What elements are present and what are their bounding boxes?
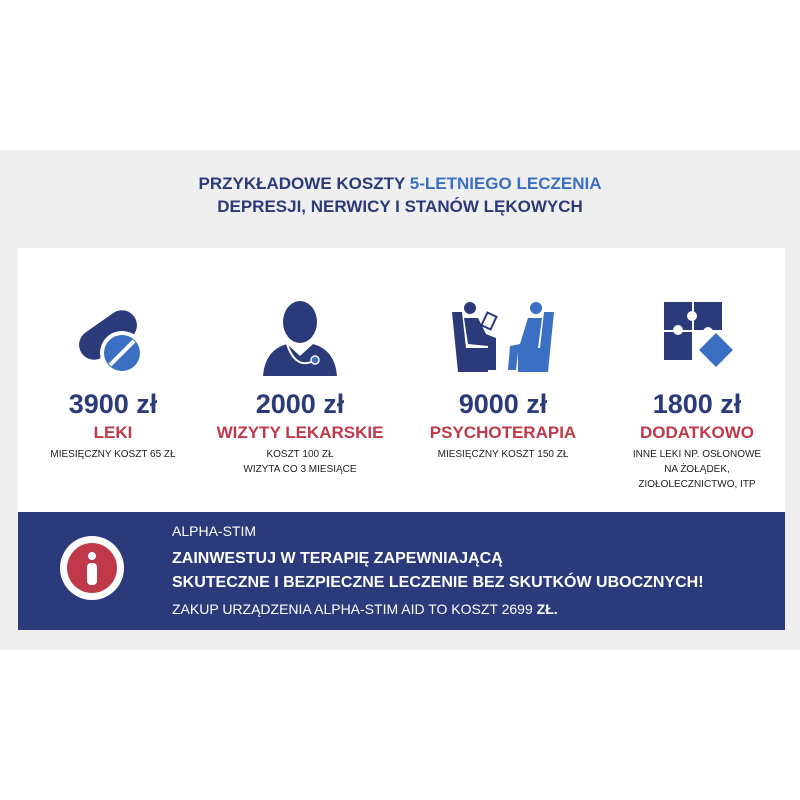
cost-amount: 2000 zł — [255, 389, 345, 419]
cost-amount: 1800 zł — [652, 389, 742, 419]
banner-price-line: ZAKUP URZĄDZENIA ALPHA-STIM AID TO KOSZT… — [172, 601, 558, 617]
title-part: PRZYKŁADOWE KOSZTY — [198, 174, 410, 193]
cost-note: MIESIĘCZNY KOSZT 65 ZŁ — [50, 449, 176, 460]
cost-note: MIESIĘCZNY KOSZT 150 ZŁ — [437, 449, 569, 460]
cost-amount: 9000 zł — [458, 389, 548, 419]
cost-note: KOSZT 100 ZŁ WIZYTA CO 3 MIESIĄCE — [243, 449, 357, 475]
puzzle-icon — [664, 302, 733, 367]
cost-label: DODATKOWO — [640, 423, 754, 442]
title-highlight: 5-LETNIEGO LECZENIA — [409, 174, 602, 193]
alpha-stim-banner: ALPHA-STIM ZAINWESTUJ W TERAPIĘ ZAPEWNIA… — [18, 512, 785, 630]
cost-amount: 3900 zł — [68, 389, 158, 419]
page-title: PRZYKŁADOWE KOSZTY 5-LETNIEGO LECZENIA D… — [0, 172, 800, 218]
banner-headline-1: ZAINWESTUJ W TERAPIĘ ZAPEWNIAJĄCĄ — [172, 550, 503, 567]
cost-label: PSYCHOTERAPIA — [429, 423, 577, 442]
cost-item-leki: 3900 zł LEKI MIESIĘCZNY KOSZT 65 ZŁ — [18, 248, 208, 462]
banner-currency: ZŁ. — [536, 601, 558, 617]
cost-item-wizyty: 2000 zł WIZYTY LEKARSKIE KOSZT 100 ZŁ WI… — [205, 248, 395, 477]
banner-brand: ALPHA-STIM — [172, 523, 257, 539]
title-line2: DEPRESJI, NERWICY I STANÓW LĘKOWYCH — [217, 197, 583, 216]
cost-note: INNE LEKI NP. OSŁONOWE NA ŻOŁĄDEK, ZIOŁO… — [632, 449, 762, 490]
cost-label: LEKI — [93, 423, 133, 442]
pills-icon — [79, 310, 144, 375]
info-icon — [60, 536, 124, 600]
banner-price-text: ZAKUP URZĄDZENIA ALPHA-STIM AID TO KOSZT… — [172, 601, 537, 617]
costs-card: 3900 zł LEKI MIESIĘCZNY KOSZT 65 ZŁ 2000… — [18, 248, 785, 512]
doctor-icon — [263, 301, 337, 376]
therapy-session-icon — [452, 302, 554, 372]
cost-label: WIZYTY LEKARSKIE — [216, 423, 384, 442]
cost-item-psychoterapia: 9000 zł PSYCHOTERAPIA MIESIĘCZNY KOSZT 1… — [408, 248, 598, 462]
cost-item-dodatkowo: 1800 zł DODATKOWO INNE LEKI NP. OSŁONOWE… — [602, 248, 792, 492]
banner-headline-2: SKUTECZNE I BEZPIECZNE LECZENIE BEZ SKUT… — [172, 574, 704, 591]
